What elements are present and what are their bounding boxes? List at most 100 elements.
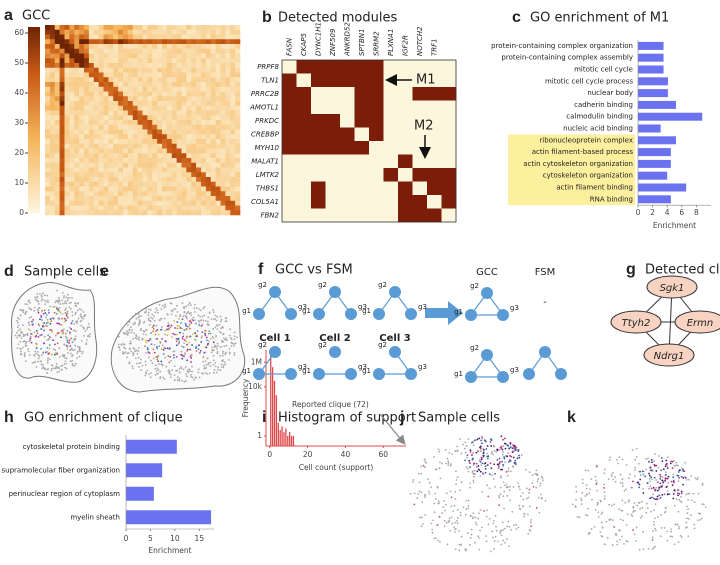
cell-dot (654, 546, 656, 548)
heatmap-cell (196, 115, 201, 120)
matrix-cell (311, 195, 326, 209)
cell-dot (144, 345, 146, 347)
heatmap-cell (123, 25, 128, 30)
heatmap-cell (225, 182, 230, 187)
cell-dot (213, 311, 215, 313)
heatmap-cell (123, 101, 128, 106)
cell-dot (608, 478, 610, 480)
heatmap-cell (50, 210, 55, 215)
cell-dot (151, 362, 153, 364)
heatmap-cell (177, 54, 182, 59)
heatmap-cell (94, 54, 99, 59)
cell-dot (25, 343, 27, 345)
cell-dot (169, 326, 171, 328)
heatmap-cell (65, 168, 70, 173)
heatmap-cell (128, 172, 133, 177)
cell-dot (530, 525, 532, 527)
column-label: ANKRD52 (343, 22, 351, 57)
colorbar-tick-label: 30 (14, 118, 24, 127)
heatmap-cell (138, 63, 143, 68)
heatmap-cell (225, 106, 230, 111)
cell-dot (37, 309, 39, 311)
heatmap-cell (84, 130, 89, 135)
heatmap-cell (84, 77, 89, 82)
cell-dot (506, 483, 508, 485)
cell-dot (80, 325, 82, 327)
category-label: mitotic cell cycle process (545, 77, 633, 85)
cell-dot (220, 321, 222, 323)
heatmap-cell (104, 134, 109, 139)
heatmap-cell (147, 54, 152, 59)
heatmap-cell (65, 101, 70, 106)
cell-dot (665, 471, 667, 473)
matrix-cell (369, 101, 384, 115)
heatmap-cell (50, 63, 55, 68)
category-label: cytoskeleton organization (543, 172, 633, 180)
heatmap-cell (65, 35, 70, 40)
cell-dot (66, 358, 68, 360)
cell-dot (421, 516, 423, 518)
node-label: g2 (258, 281, 267, 289)
heatmap-cell (104, 130, 109, 135)
cell-dot (508, 448, 510, 450)
cell-dot (467, 471, 469, 473)
cell-dot (153, 315, 155, 317)
cell-dot (152, 326, 154, 328)
cell-dot (154, 352, 156, 354)
heatmap-cell (157, 115, 162, 120)
cell-dot (54, 312, 56, 314)
heatmap-cell (65, 115, 70, 120)
cell-dot (60, 324, 62, 326)
cell-dot (672, 484, 674, 486)
cell-dot (68, 306, 70, 308)
heatmap-cell (225, 68, 230, 73)
cell-dot (529, 530, 531, 532)
heatmap-cell (177, 58, 182, 63)
heatmap-cell (206, 92, 211, 97)
cell-dot (47, 319, 49, 321)
heatmap-cell (211, 139, 216, 144)
cell-dot (19, 309, 21, 311)
heatmap-cell (60, 87, 65, 92)
cell-dot (657, 516, 659, 518)
heatmap-cell (143, 25, 148, 30)
heatmap-cell (162, 182, 167, 187)
cell-dot (441, 512, 443, 514)
matrix-cell (355, 155, 370, 169)
cell-dot (499, 461, 501, 463)
cell-dot (156, 367, 158, 369)
cell-dot (159, 376, 161, 378)
cell-dot (144, 375, 146, 377)
heatmap-cell (84, 39, 89, 44)
heatmap-cell (69, 54, 74, 59)
heatmap-cell (79, 92, 84, 97)
heatmap-cell (60, 49, 65, 54)
cell-dot (159, 371, 161, 373)
cell-dot (660, 486, 662, 488)
cell-dot (169, 356, 171, 358)
heatmap-cell (196, 139, 201, 144)
cell-dot (181, 351, 183, 353)
cell-dot (172, 333, 174, 335)
cell-dot (51, 364, 53, 366)
panel-letter: d (4, 263, 14, 280)
heatmap-cell (191, 125, 196, 130)
heatmap-cell (172, 54, 177, 59)
heatmap-cell (216, 201, 221, 206)
cell-dot (26, 345, 28, 347)
cell-dot (537, 481, 539, 483)
heatmap-cell (196, 92, 201, 97)
cell-dot (202, 361, 204, 363)
heatmap-cell (50, 96, 55, 101)
heatmap-cell (143, 163, 148, 168)
cell-dot (654, 477, 656, 479)
cell-dot (705, 506, 707, 508)
heatmap-cell (191, 49, 196, 54)
cell-dot (452, 510, 454, 512)
cell-dot (62, 303, 64, 305)
cell-dot (476, 463, 478, 465)
cell-dot (168, 362, 170, 364)
heatmap-cell (138, 30, 143, 35)
heatmap-cell (182, 120, 187, 125)
cell-dot (501, 461, 503, 463)
